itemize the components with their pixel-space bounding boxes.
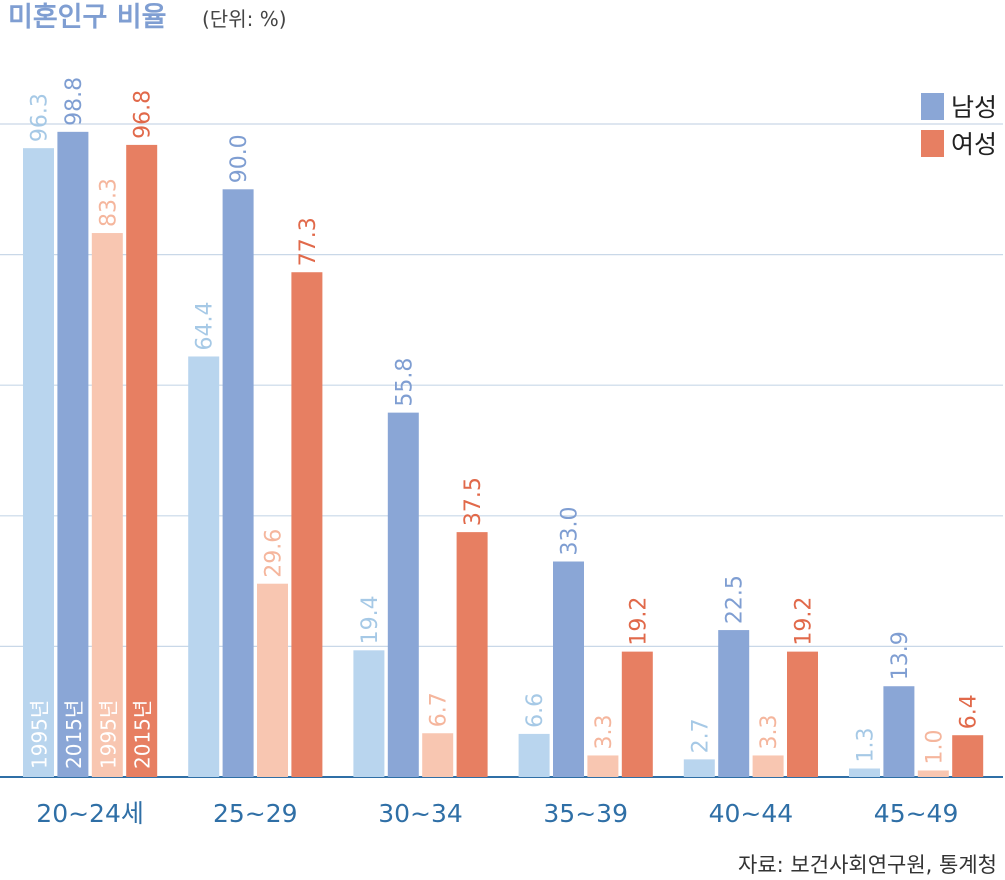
value-label: 77.3 [296,217,321,266]
value-label: 64.4 [193,301,218,350]
bar [518,733,550,777]
bar [718,630,750,777]
value-label: 13.9 [888,631,913,680]
bar [23,148,54,777]
value-label: 2.7 [688,718,713,753]
year-label: 1995년 [28,700,52,769]
bar [952,735,984,777]
legend-swatch [921,93,944,120]
year-labels-group: 1995년 2015년 1995년 2015년 [28,700,155,769]
value-label: 6.6 [523,693,548,728]
value-label: 96.8 [131,90,156,139]
value-label: 96.3 [28,93,53,142]
value-label: 6.7 [427,692,452,727]
value-label: 19.4 [358,595,383,644]
bar [91,233,123,777]
value-label: 33.0 [558,507,583,556]
bar [456,532,488,777]
bar [752,755,784,777]
source-note: 자료: 보건사회연구원, 통계청 [738,853,997,877]
value-label: 29.6 [262,529,287,578]
bar [787,651,818,777]
category-label: 45~49 [874,799,959,828]
category-label: 25~29 [213,799,298,828]
value-label: 1.0 [922,729,947,764]
bar [291,272,323,777]
value-label: 6.4 [957,694,982,729]
bar [353,650,385,777]
value-label: 19.2 [626,597,651,646]
value-label: 3.3 [757,714,782,749]
value-label: 19.2 [792,597,817,646]
year-label: 2015년 [131,700,155,769]
legend-label: 남성 [951,93,997,122]
value-label: 37.5 [461,477,486,526]
bar [587,755,619,777]
bar [57,131,89,777]
bar [917,770,949,777]
bar [621,651,653,777]
bar [883,686,915,777]
category-labels-group: 20~24세 25~29 30~34 35~39 40~44 45~49 [36,799,958,828]
category-label: 30~34 [378,799,463,828]
bar [188,356,220,777]
value-labels-group: 96.3 98.8 83.3 96.8 64.4 90.0 29.6 77.3 19.4 55.8… [28,77,982,765]
bar [683,759,715,777]
bar [222,189,254,778]
value-label: 98.8 [62,77,87,126]
value-label: 55.8 [392,358,417,407]
chart-title: 미혼인구 비율 [8,2,166,33]
bars-group [23,131,984,778]
bar [257,583,288,777]
legend-label: 여성 [951,130,997,159]
value-label: 90.0 [227,134,252,183]
unit-label: (단위: %) [202,7,287,31]
bar [553,561,584,777]
category-label: 20~24세 [36,799,144,828]
bar [126,144,158,777]
value-label: 22.5 [723,575,748,624]
bar [422,733,454,777]
category-label: 35~39 [543,799,628,828]
legend-swatch [921,130,944,157]
value-label: 3.3 [592,714,617,749]
year-label: 2015년 [62,700,86,769]
value-label: 1.3 [854,728,879,763]
gridlines [0,123,1003,778]
year-label: 1995년 [96,700,120,769]
value-label: 83.3 [96,178,121,227]
bar [387,412,419,777]
bar [849,768,880,777]
category-label: 40~44 [709,799,794,828]
